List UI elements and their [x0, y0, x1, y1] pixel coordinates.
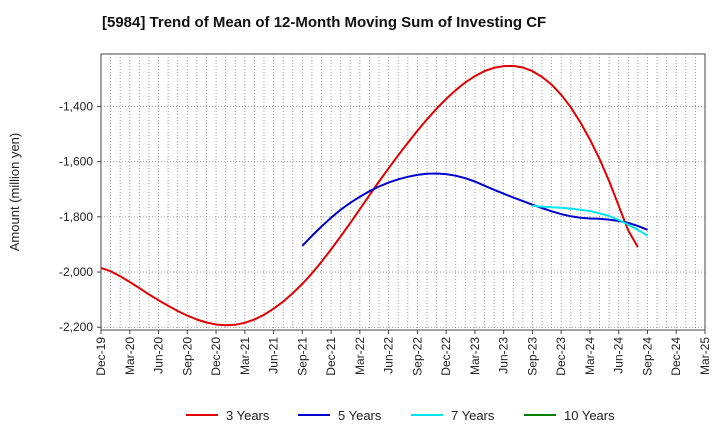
x-tick-label: Sep-24: [640, 337, 654, 376]
y-tick-label: -2,000: [59, 265, 93, 279]
x-tick-label: Dec-21: [324, 337, 338, 376]
series-line-7-years: [532, 204, 649, 237]
legend-item-10-years: 10 Years: [524, 406, 615, 424]
legend-swatch: [186, 414, 218, 416]
chart-title: [5984] Trend of Mean of 12-Month Moving …: [102, 14, 547, 31]
legend-label: 5 Years: [338, 407, 382, 423]
x-tick-label: Mar-23: [468, 337, 482, 375]
x-tick-label: Sep-20: [180, 337, 194, 376]
x-tick-label: Dec-19: [94, 337, 108, 376]
y-axis-title: Amount (million yen): [7, 133, 22, 252]
x-tick-label: Jun-24: [612, 337, 626, 374]
legend: 3 Years 5 Years 7 Years 10 Years: [0, 400, 720, 430]
x-tick-label: Dec-24: [669, 337, 683, 376]
x-tick-label: Dec-20: [209, 337, 223, 376]
legend-label: 10 Years: [564, 407, 615, 423]
legend-item-7-years: 7 Years: [411, 406, 494, 424]
legend-swatch: [524, 414, 556, 416]
x-tick-label: Sep-22: [410, 337, 424, 376]
legend-swatch: [298, 414, 330, 416]
legend-swatch: [411, 414, 443, 416]
x-tick-label: Jun-20: [152, 337, 166, 374]
y-tick-label: -1,400: [59, 99, 93, 113]
x-tick-label: Sep-21: [295, 337, 309, 376]
y-tick-label: -1,600: [59, 155, 93, 169]
legend-label: 3 Years: [226, 407, 270, 423]
legend-item-5-years: 5 Years: [298, 406, 381, 424]
legend-label: 7 Years: [451, 407, 495, 423]
x-tick-label: Mar-20: [123, 337, 137, 375]
series-line-5-years: [301, 172, 648, 247]
x-tick-label: Sep-23: [525, 337, 539, 376]
x-tick-label: Jun-22: [382, 337, 396, 374]
x-tick-label: Mar-25: [698, 337, 712, 375]
y-tick-label: -1,800: [59, 210, 93, 224]
x-tick-label: Mar-22: [353, 337, 367, 375]
x-tick-label: Mar-24: [583, 337, 597, 375]
x-tick-label: Jun-21: [267, 337, 281, 374]
series-line-3-years: [100, 64, 639, 327]
legend-item-3-years: 3 Years: [186, 406, 269, 424]
y-tick-label: -2,200: [59, 320, 93, 334]
x-tick-label: Jun-23: [497, 337, 511, 374]
x-tick-label: Mar-21: [238, 337, 252, 375]
x-tick-label: Dec-22: [439, 337, 453, 376]
plot-frame: [100, 53, 706, 331]
x-tick-label: Dec-23: [554, 337, 568, 376]
